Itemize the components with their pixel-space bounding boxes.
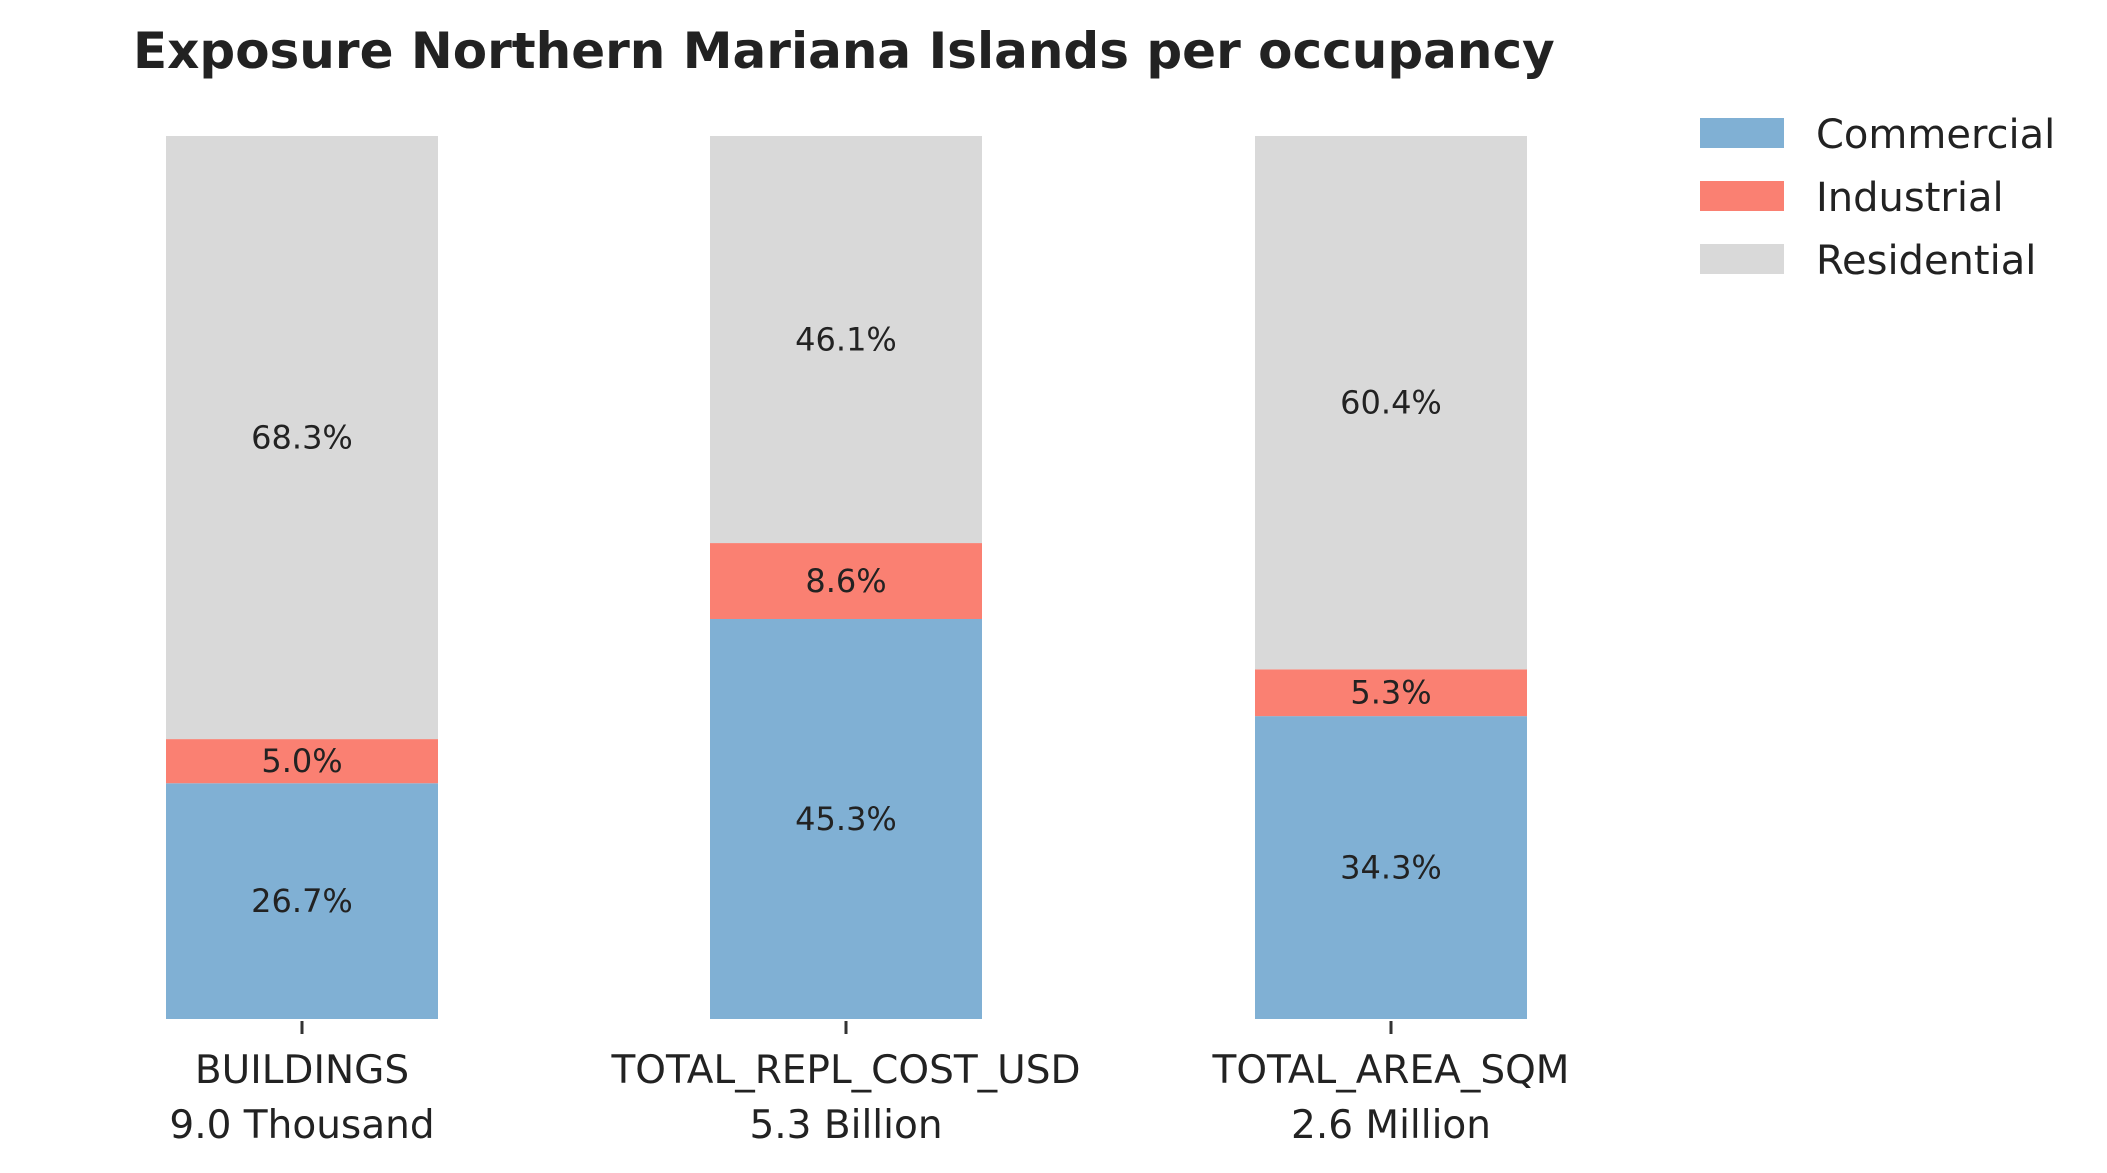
data-label-commercial-2: 45.3% [795, 800, 897, 838]
x-axis: BUILDINGS 9.0 Thousand TOTAL_REPL_COST_USD… [169, 1021, 1569, 1148]
bar-segment-residential-3 [1255, 136, 1527, 670]
data-label-commercial-1: 26.7% [251, 882, 353, 920]
bar-segment-residential-1 [166, 136, 438, 740]
x-tick-label-3: TOTAL_AREA_SQM [1212, 1048, 1570, 1093]
data-label-industrial-1: 5.0% [261, 742, 342, 780]
bar-segment-industrial-2 [710, 543, 982, 620]
legend-swatch-residential [1700, 244, 1784, 274]
x-tick-label-2: TOTAL_REPL_COST_USD [610, 1048, 1080, 1093]
chart-title: Exposure Northern Mariana Islands per oc… [133, 22, 1555, 80]
bar-segment-commercial-2 [710, 619, 982, 1019]
bar-segment-residential-2 [710, 136, 982, 544]
legend-swatch-commercial [1700, 118, 1784, 148]
bar-segment-commercial-3 [1255, 716, 1527, 1019]
x-tick-label-1: BUILDINGS [195, 1048, 409, 1093]
data-label-industrial-2: 8.6% [805, 562, 886, 600]
legend-label-industrial: Industrial [1816, 175, 2004, 221]
data-label-residential-2: 46.1% [795, 321, 897, 359]
x-tick-total-3: 2.6 Million [1291, 1103, 1491, 1148]
legend-label-residential: Residential [1816, 238, 2036, 284]
legend-swatch-industrial [1700, 181, 1784, 211]
x-tick-total-1: 9.0 Thousand [169, 1103, 434, 1148]
data-label-industrial-3: 5.3% [1350, 674, 1431, 712]
legend-label-commercial: Commercial [1816, 112, 2055, 158]
data-label-commercial-3: 34.3% [1340, 849, 1442, 887]
bar-segment-industrial-3 [1255, 669, 1527, 717]
x-tick-total-2: 5.3 Billion [749, 1103, 942, 1148]
data-label-residential-1: 68.3% [251, 419, 353, 457]
data-label-residential-3: 60.4% [1340, 384, 1442, 422]
bars-group: 26.7% 5.0% 68.3% 45.3% 8.6% 46.1% 34.3% 5.3% 60.… [166, 136, 1527, 1019]
bar-segment-industrial-1 [166, 739, 438, 784]
bar-segment-commercial-1 [166, 783, 438, 1019]
legend: Commercial Industrial Residential [1700, 112, 2055, 284]
